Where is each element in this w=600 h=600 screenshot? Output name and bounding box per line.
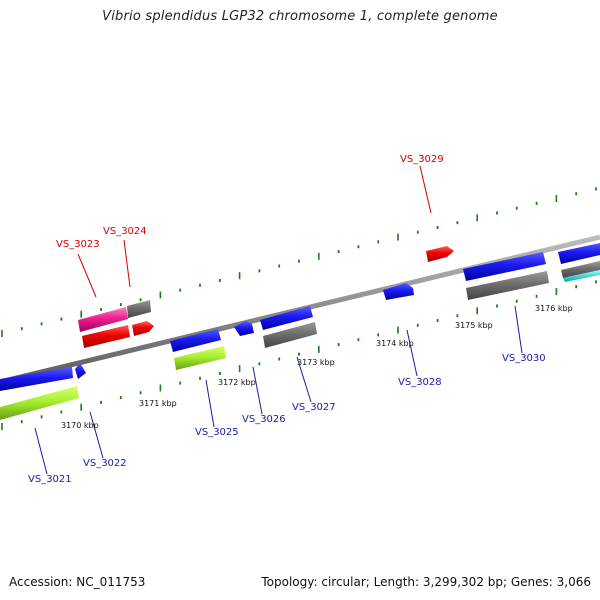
gene-arrow-blue-vs3026 <box>234 321 254 336</box>
gene-bar-blue-vs3027 <box>260 306 313 330</box>
kbp-label: 3174 kbp <box>376 339 414 348</box>
gene-label-vs3021: VS_3021 <box>28 474 72 485</box>
kbp-label: 3173 kbp <box>297 358 335 367</box>
gene-bar-gray-vs3027 <box>263 322 317 348</box>
leader-vs3024 <box>123 239 131 288</box>
gene-bar-red <box>82 325 130 348</box>
leader-vs3023 <box>77 253 97 298</box>
gene-bar-pink <box>78 307 128 332</box>
gene-bar-gray-vs3030 <box>466 271 549 300</box>
gene-bar-blue-vs3030 <box>463 252 546 281</box>
genome-summary: Topology: circular; Length: 3,299,302 bp… <box>261 575 591 589</box>
gene-bar-green-vs3025 <box>174 346 226 370</box>
gene-label-vs3030: VS_3030 <box>502 353 546 364</box>
leader-lines <box>34 165 523 475</box>
gene-bar-green-vs3022 <box>0 386 79 420</box>
kbp-label: 3175 kbp <box>455 321 493 330</box>
gene-label-vs3029: VS_3029 <box>400 154 444 165</box>
leader-vs3029 <box>419 165 432 214</box>
gene-bar-blue-vs3025 <box>170 329 221 352</box>
gene-label-vs3023: VS_3023 <box>56 239 100 250</box>
gene-bar-blue-vs3021 <box>0 367 73 391</box>
gene-bar-gray-edge <box>561 261 600 278</box>
reverse-genes <box>0 243 600 420</box>
gene-label-vs3025: VS_3025 <box>195 427 239 438</box>
leader-vs3022 <box>89 411 104 459</box>
gene-label-vs3022: VS_3022 <box>83 458 127 469</box>
leader-vs3025 <box>205 379 215 428</box>
kbp-labels: 3170 kbp 3171 kbp 3172 kbp 3173 kbp 3174… <box>61 304 573 430</box>
gene-labels: VS_3023 VS_3024 VS_3029 VS_3021 VS_3022 … <box>28 154 546 485</box>
gene-label-vs3028: VS_3028 <box>398 377 442 388</box>
gene-bar-gray-small <box>127 300 151 318</box>
kbp-label: 3171 kbp <box>139 399 177 408</box>
kbp-label: 3176 kbp <box>535 304 573 313</box>
gene-bar-cyan-edge <box>563 270 600 282</box>
gene-label-vs3024: VS_3024 <box>103 226 147 237</box>
leader-vs3027 <box>296 356 312 403</box>
gene-arrow-blue-vs3028 <box>383 283 414 300</box>
leader-vs3030 <box>514 305 523 354</box>
leader-vs3026 <box>252 366 263 415</box>
accession-label: Accession: NC_011753 <box>9 575 146 589</box>
map-title: Vibrio splendidus LGP32 chromosome 1, co… <box>102 9 498 24</box>
gene-bar-blue-edge <box>558 243 600 264</box>
gene-arrow-blue-small <box>75 363 86 379</box>
leader-vs3021 <box>34 427 48 475</box>
forward-genes <box>78 246 454 348</box>
kbp-label: 3172 kbp <box>218 378 256 387</box>
gene-arrow-red-small <box>132 321 154 336</box>
scale-ticks <box>1 187 597 431</box>
kbp-label: 3170 kbp <box>61 421 99 430</box>
leader-vs3028 <box>406 329 418 377</box>
gene-label-vs3027: VS_3027 <box>292 402 336 413</box>
gene-arrow-red-vs3029 <box>426 246 454 262</box>
gene-label-vs3026: VS_3026 <box>242 414 286 425</box>
